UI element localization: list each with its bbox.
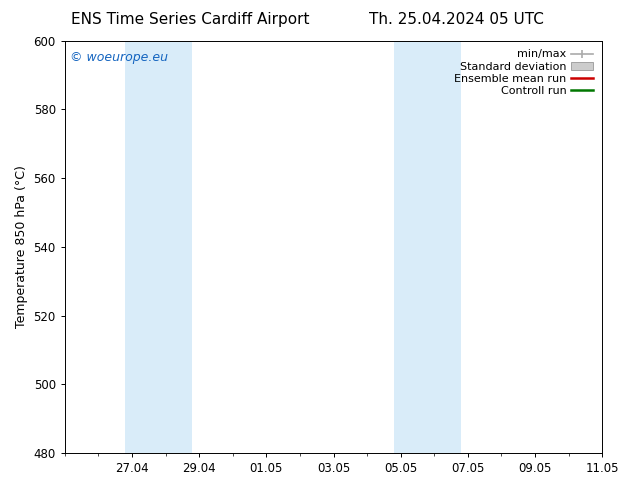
Legend: min/max, Standard deviation, Ensemble mean run, Controll run: min/max, Standard deviation, Ensemble me… <box>451 46 597 99</box>
Bar <box>125 41 192 453</box>
Bar <box>394 41 461 453</box>
Text: © woeurope.eu: © woeurope.eu <box>70 51 168 64</box>
Text: Th. 25.04.2024 05 UTC: Th. 25.04.2024 05 UTC <box>369 12 544 27</box>
Y-axis label: Temperature 850 hPa (°C): Temperature 850 hPa (°C) <box>15 165 28 328</box>
Text: ENS Time Series Cardiff Airport: ENS Time Series Cardiff Airport <box>71 12 309 27</box>
